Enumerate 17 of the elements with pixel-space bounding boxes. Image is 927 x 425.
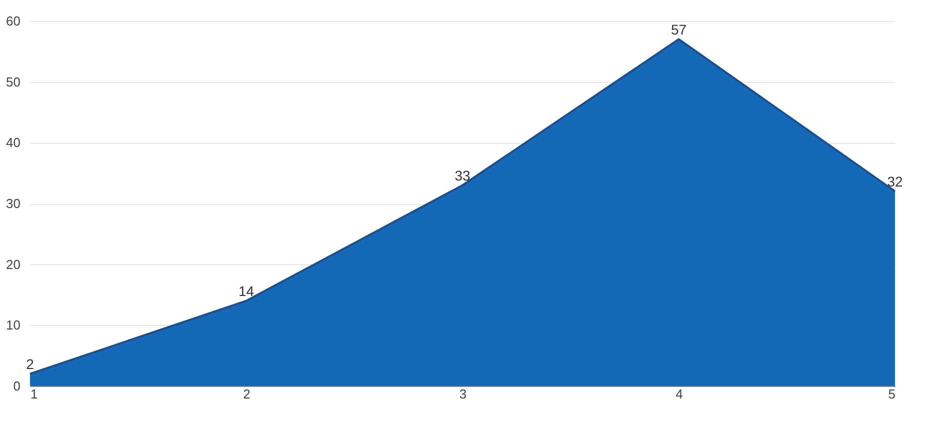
y-tick-label: 50 [6, 74, 20, 90]
y-tick-label: 60 [6, 14, 20, 28]
y-tick-label: 20 [6, 256, 20, 272]
x-tick-label: 5 [888, 386, 896, 402]
y-tick-label: 0 [13, 378, 20, 394]
data-label: 33 [454, 167, 470, 184]
data-label: 32 [887, 173, 903, 190]
data-label: 57 [670, 21, 687, 38]
x-tick-label: 3 [459, 386, 467, 402]
y-tick-label: 10 [6, 318, 20, 333]
y-tick-label: 40 [6, 135, 20, 150]
x-tick-label: 1 [30, 386, 38, 402]
data-label: 14 [238, 282, 254, 299]
y-tick-label: 30 [6, 196, 20, 211]
data-label: 2 [26, 356, 34, 372]
x-tick-label: 4 [676, 386, 683, 402]
x-tick-label: 2 [243, 386, 250, 402]
